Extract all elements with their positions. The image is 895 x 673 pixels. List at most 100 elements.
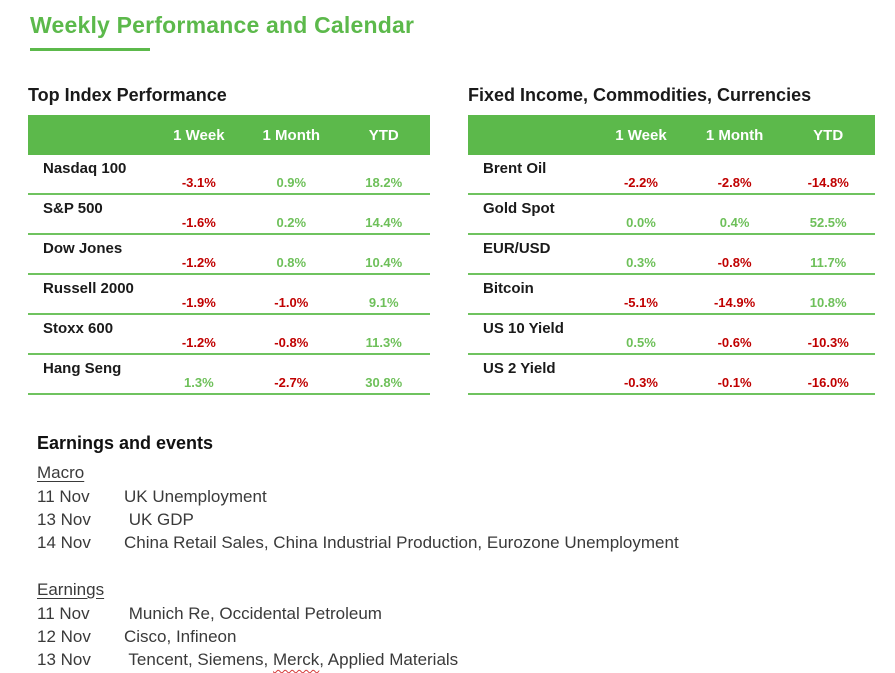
events-heading: Earnings and events	[37, 433, 214, 453]
cell-value: 11.7%	[810, 255, 847, 270]
event-date: 13 Nov	[37, 650, 91, 669]
row-label: Russell 2000	[43, 280, 134, 297]
cell-value: -2.8%	[717, 175, 752, 190]
macro-group: Macro 11 Nov UK Unemployment 13 Nov UK G…	[37, 463, 679, 554]
event-line: 11 Nov Munich Re, Occidental Petroleum	[37, 602, 679, 625]
cell-value: 18.2%	[365, 175, 403, 190]
cell-value: -3.1%	[181, 175, 216, 190]
event-date: 12 Nov	[37, 627, 91, 646]
event-line: 11 Nov UK Unemployment	[37, 485, 679, 508]
event-text-pre: Tencent, Siemens,	[124, 650, 273, 669]
header-ytd: YTD	[368, 126, 399, 144]
table-row-dow-jones: Dow Jones -1.2% 0.8% 10.4%	[28, 235, 430, 275]
macro-group-title: Macro	[37, 463, 85, 482]
cell-value: -1.9%	[181, 295, 216, 310]
cell-value: -10.3%	[807, 335, 849, 350]
table-row-nasdaq-100: Nasdaq 100 -3.1% 0.9% 18.2%	[28, 155, 430, 195]
header-1-month: 1 Month	[705, 126, 764, 144]
ficc-panel: Fixed Income, Commodities, Currencies 1 …	[468, 85, 875, 395]
title-block: Weekly Performance and Calendar	[30, 12, 414, 51]
row-label: US 10 Yield	[483, 320, 564, 337]
title-underline	[30, 48, 150, 51]
event-date: 11 Nov	[37, 487, 90, 506]
header-ytd: YTD	[813, 126, 844, 144]
row-label: Brent Oil	[483, 160, 547, 177]
tables-row: Top Index Performance 1 Week 1 Month YTD…	[28, 85, 875, 395]
ficc-table-heading: Fixed Income, Commodities, Currencies	[468, 85, 812, 105]
earnings-group-title: Earnings	[37, 580, 105, 599]
page-title: Weekly Performance and Calendar	[30, 12, 415, 38]
cell-value: -2.7%	[274, 375, 309, 390]
event-text: UK Unemployment	[124, 487, 267, 506]
spellcheck-squiggle-word: Merck	[273, 650, 320, 669]
cell-value: -1.6%	[181, 215, 216, 230]
cell-value: 0.9%	[276, 175, 307, 190]
cell-value: 0.3%	[626, 255, 656, 270]
cell-value: 0.0%	[626, 215, 656, 230]
cell-value: -2.2%	[623, 175, 658, 190]
index-table-heading: Top Index Performance	[28, 85, 227, 105]
cell-value: -0.8%	[274, 335, 309, 350]
cell-value: -1.0%	[274, 295, 309, 310]
cell-value: 30.8%	[365, 375, 403, 390]
table-row-gold-spot: Gold Spot 0.0% 0.4% 52.5%	[468, 195, 875, 235]
cell-value: -14.9%	[713, 295, 756, 310]
cell-value: -5.1%	[623, 295, 658, 310]
cell-value: -1.2%	[181, 255, 216, 270]
cell-value: 11.3%	[365, 335, 402, 350]
event-line: 13 Nov Tencent, Siemens, Merck, Applied …	[37, 648, 679, 671]
table-row-russell-2000: Russell 2000 -1.9% -1.0% 9.1%	[28, 275, 430, 315]
cell-value: -0.1%	[717, 375, 752, 390]
table-row-stoxx-600: Stoxx 600 -1.2% -0.8% 11.3%	[28, 315, 430, 355]
cell-value: 9.1%	[368, 295, 399, 310]
cell-value: 52.5%	[809, 215, 847, 230]
event-text: Tencent, Siemens, Merck, Applied Materia…	[124, 648, 458, 671]
cell-value: -0.3%	[623, 375, 658, 390]
cell-value: -16.0%	[807, 375, 849, 390]
header-1-week: 1 Week	[615, 126, 667, 144]
header-1-month: 1 Month	[262, 126, 321, 144]
row-label: Stoxx 600	[43, 320, 114, 337]
row-label: Gold Spot	[483, 200, 555, 217]
table-row-eur-usd: EUR/USD 0.3% -0.8% 11.7%	[468, 235, 875, 275]
row-label: EUR/USD	[483, 240, 551, 257]
event-text: Cisco, Infineon	[124, 627, 237, 646]
cell-value: -14.8%	[807, 175, 849, 190]
table-row-sp-500: S&P 500 -1.6% 0.2% 14.4%	[28, 195, 430, 235]
row-label: Hang Seng	[43, 360, 122, 377]
event-line: 13 Nov UK GDP	[37, 508, 679, 531]
cell-value: 0.8%	[276, 255, 307, 270]
earnings-and-events-section: Earnings and events Macro 11 Nov UK Unem…	[37, 433, 679, 671]
index-performance-panel: Top Index Performance 1 Week 1 Month YTD…	[28, 85, 430, 395]
cell-value: -0.8%	[717, 255, 752, 270]
row-label: S&P 500	[43, 200, 103, 217]
event-date: 14 Nov	[37, 533, 91, 552]
event-text: Munich Re, Occidental Petroleum	[124, 604, 382, 623]
index-table: 1 Week 1 Month YTD Nasdaq 100 -3.1% 0.9%…	[28, 115, 430, 395]
event-date: 11 Nov	[37, 604, 90, 623]
cell-value: 1.3%	[184, 375, 214, 390]
event-text-post: , Applied Materials	[319, 650, 459, 669]
row-label: US 2 Yield	[483, 360, 556, 377]
cell-value: 10.8%	[809, 295, 847, 310]
event-line: 12 Nov Cisco, Infineon	[37, 625, 679, 648]
cell-value: 10.4%	[365, 255, 403, 270]
event-date: 13 Nov	[37, 510, 91, 529]
table-row-brent-oil: Brent Oil -2.2% -2.8% -14.8%	[468, 155, 875, 195]
table-row-bitcoin: Bitcoin -5.1% -14.9% 10.8%	[468, 275, 875, 315]
table-row-hang-seng: Hang Seng 1.3% -2.7% 30.8%	[28, 355, 430, 395]
header-1-week: 1 Week	[173, 126, 225, 144]
row-label: Dow Jones	[43, 240, 123, 257]
table-header: 1 Week 1 Month YTD	[28, 115, 430, 155]
cell-value: 0.2%	[276, 215, 307, 230]
cell-value: -0.6%	[717, 335, 752, 350]
table-row-us-10-yield: US 10 Yield 0.5% -0.6% -10.3%	[468, 315, 875, 355]
table-row-us-2-yield: US 2 Yield -0.3% -0.1% -16.0%	[468, 355, 875, 395]
earnings-group: Earnings 11 Nov Munich Re, Occidental Pe…	[37, 580, 679, 671]
cell-value: 0.5%	[626, 335, 656, 350]
event-text: China Retail Sales, China Industrial Pro…	[124, 533, 679, 552]
cell-value: 14.4%	[365, 215, 403, 230]
ficc-table: 1 Week 1 Month YTD Brent Oil -2.2% -2.8%…	[468, 115, 875, 395]
table-header: 1 Week 1 Month YTD	[468, 115, 875, 155]
row-label: Nasdaq 100	[43, 160, 127, 177]
